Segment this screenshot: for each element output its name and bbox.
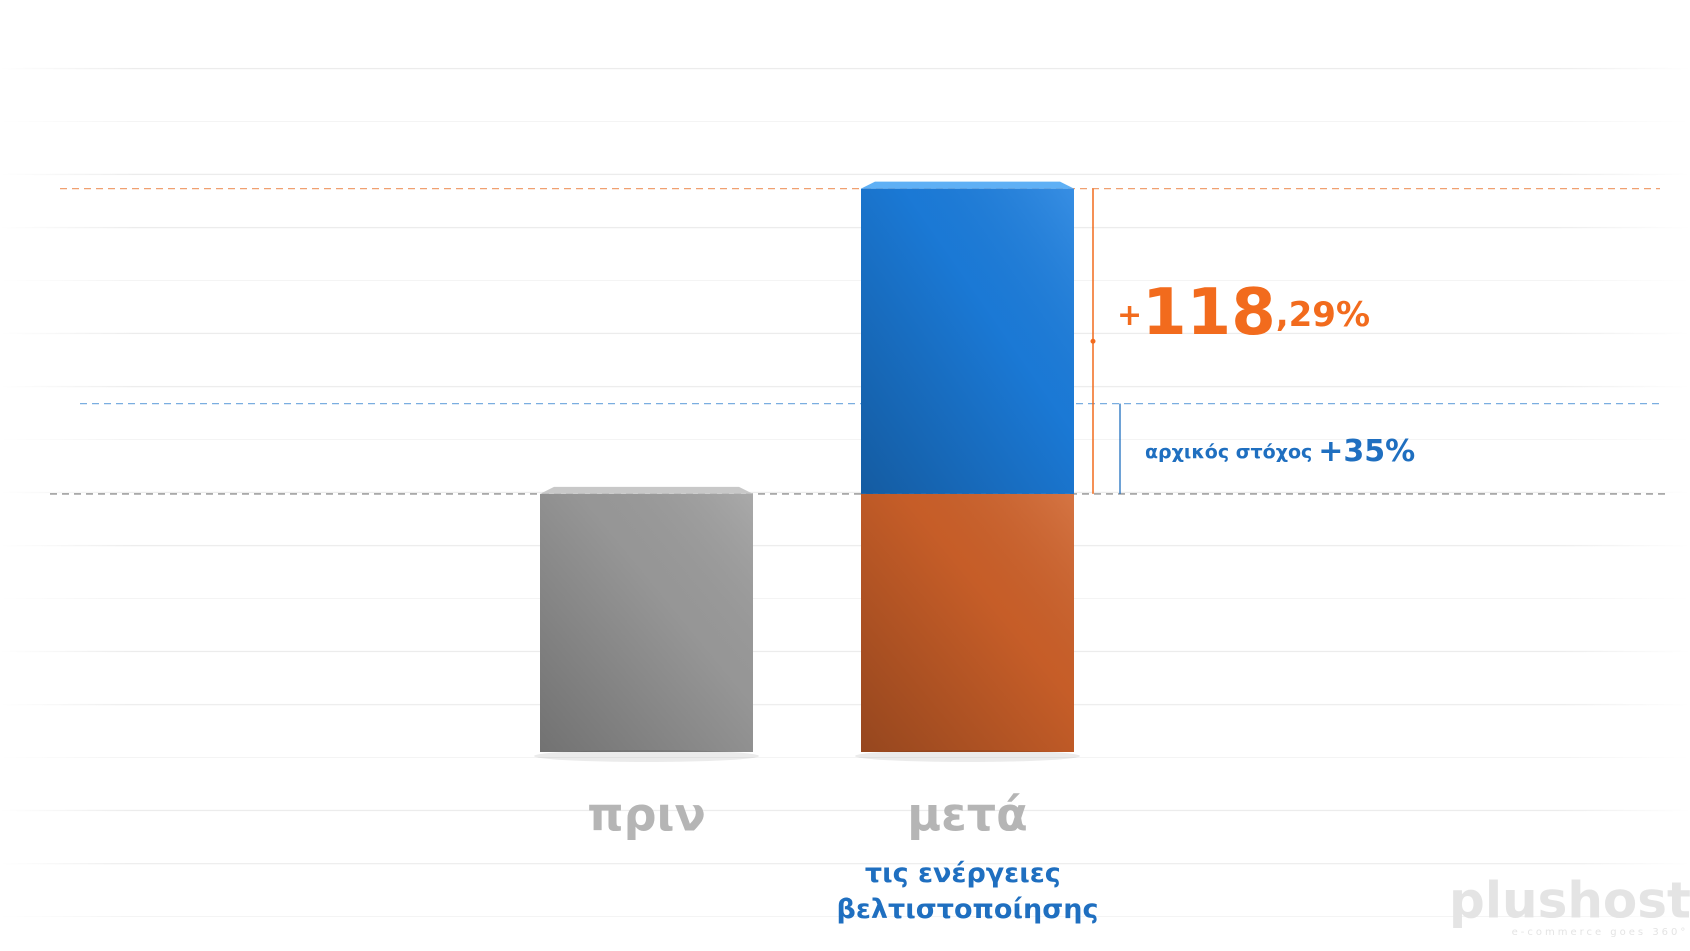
logo: plushost	[1449, 872, 1690, 930]
target-value: +35%	[1318, 434, 1415, 469]
category-note: τις ενέργειες βελτιστοποίησης	[837, 858, 1099, 925]
logo-tagline: e-commerce goes 360°	[1512, 927, 1689, 938]
bar-shade	[861, 188, 1074, 494]
increase-label: +118,29%	[1117, 276, 1370, 350]
bar-shadow	[534, 750, 759, 762]
bracket-dot	[1090, 338, 1096, 344]
category-label: πριν	[587, 788, 706, 842]
note-line: βελτιστοποίησης	[837, 894, 1099, 925]
bar-shadow	[855, 750, 1080, 762]
bar-top	[540, 486, 753, 494]
label-part: +	[1117, 298, 1142, 333]
label-part: 118	[1142, 276, 1276, 350]
bar-shade	[540, 493, 753, 752]
label-part: ,29%	[1276, 295, 1370, 335]
bar-shade	[861, 493, 1074, 752]
target-text: αρχικός στόχος	[1145, 441, 1312, 463]
category-label: μετά	[907, 788, 1027, 842]
note-line: τις ενέργειες	[865, 858, 1070, 889]
target-label: αρχικός στόχος +35%	[1145, 434, 1415, 469]
bar-top	[861, 181, 1074, 189]
